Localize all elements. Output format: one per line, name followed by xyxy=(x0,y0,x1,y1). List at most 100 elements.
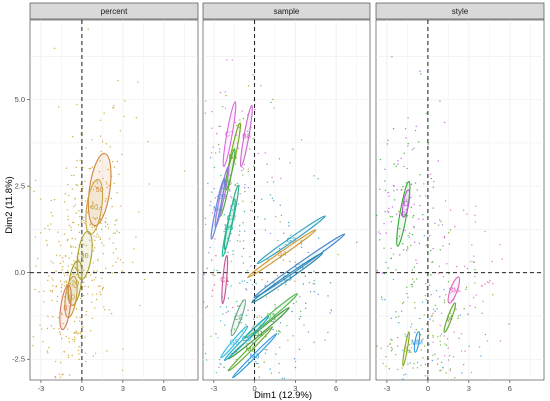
point xyxy=(411,286,413,288)
point xyxy=(82,294,85,297)
point xyxy=(256,316,258,319)
point xyxy=(242,240,245,242)
point xyxy=(78,353,80,355)
point xyxy=(501,258,503,260)
point xyxy=(337,253,339,256)
point xyxy=(474,306,476,309)
x-tick-label: 6 xyxy=(162,384,166,393)
point xyxy=(66,292,68,294)
point xyxy=(42,301,45,303)
point xyxy=(108,238,111,240)
point xyxy=(385,356,387,358)
point xyxy=(279,221,281,223)
point xyxy=(214,238,216,240)
point xyxy=(111,272,113,274)
point xyxy=(224,107,227,109)
point xyxy=(295,301,298,303)
point xyxy=(49,290,51,292)
point xyxy=(62,260,65,263)
point xyxy=(94,307,96,309)
point xyxy=(101,277,103,279)
point xyxy=(231,306,234,309)
point xyxy=(252,74,254,76)
point xyxy=(98,170,101,173)
point xyxy=(123,115,125,117)
point xyxy=(264,229,267,231)
group-label: B8 xyxy=(242,133,251,140)
point xyxy=(247,170,249,173)
point xyxy=(87,28,89,30)
point xyxy=(245,323,247,326)
point xyxy=(121,153,123,156)
x-tick-label: 0 xyxy=(253,384,257,393)
point xyxy=(96,187,98,189)
point xyxy=(446,263,448,265)
point xyxy=(424,375,426,377)
point xyxy=(257,366,260,368)
point xyxy=(283,232,285,234)
point xyxy=(242,174,244,176)
point xyxy=(95,208,98,210)
point xyxy=(67,218,69,221)
point xyxy=(32,344,34,347)
point xyxy=(234,184,236,186)
point xyxy=(73,332,75,334)
point xyxy=(93,235,95,237)
point xyxy=(35,265,37,267)
group-label: MM xyxy=(411,339,423,346)
point xyxy=(74,238,76,240)
point xyxy=(421,328,423,330)
point xyxy=(308,281,311,284)
point xyxy=(278,158,281,160)
point xyxy=(203,273,205,275)
point xyxy=(80,335,82,338)
point xyxy=(98,285,100,288)
point xyxy=(72,135,74,138)
points xyxy=(202,59,358,380)
point xyxy=(214,197,217,199)
point xyxy=(92,262,94,264)
point xyxy=(84,285,86,287)
point xyxy=(219,148,221,150)
point xyxy=(269,232,272,235)
point xyxy=(85,360,87,363)
point xyxy=(80,277,82,279)
point xyxy=(402,349,404,352)
point xyxy=(67,215,69,217)
point xyxy=(93,217,96,220)
point xyxy=(97,235,100,237)
point xyxy=(401,367,403,369)
point xyxy=(61,269,64,271)
point xyxy=(387,345,389,347)
point xyxy=(413,281,415,283)
point xyxy=(234,163,237,165)
point xyxy=(437,272,440,274)
point xyxy=(445,344,448,347)
point xyxy=(92,201,94,203)
point xyxy=(60,312,63,314)
point xyxy=(304,275,307,277)
point xyxy=(384,189,387,192)
point xyxy=(439,370,441,372)
point xyxy=(92,250,95,252)
point xyxy=(439,335,442,337)
x-tick-label: -3 xyxy=(384,384,391,393)
point xyxy=(106,186,108,189)
point xyxy=(230,260,233,262)
point xyxy=(96,217,98,219)
point xyxy=(287,339,289,342)
point xyxy=(59,361,62,364)
point xyxy=(406,167,408,170)
point xyxy=(95,204,98,206)
group-label: B5 xyxy=(223,180,232,187)
point xyxy=(103,308,106,311)
point xyxy=(101,288,104,291)
point xyxy=(225,94,227,97)
point xyxy=(93,270,95,272)
point xyxy=(474,282,476,284)
point xyxy=(454,226,456,228)
point xyxy=(67,356,70,359)
point xyxy=(382,362,385,365)
point xyxy=(224,224,226,226)
